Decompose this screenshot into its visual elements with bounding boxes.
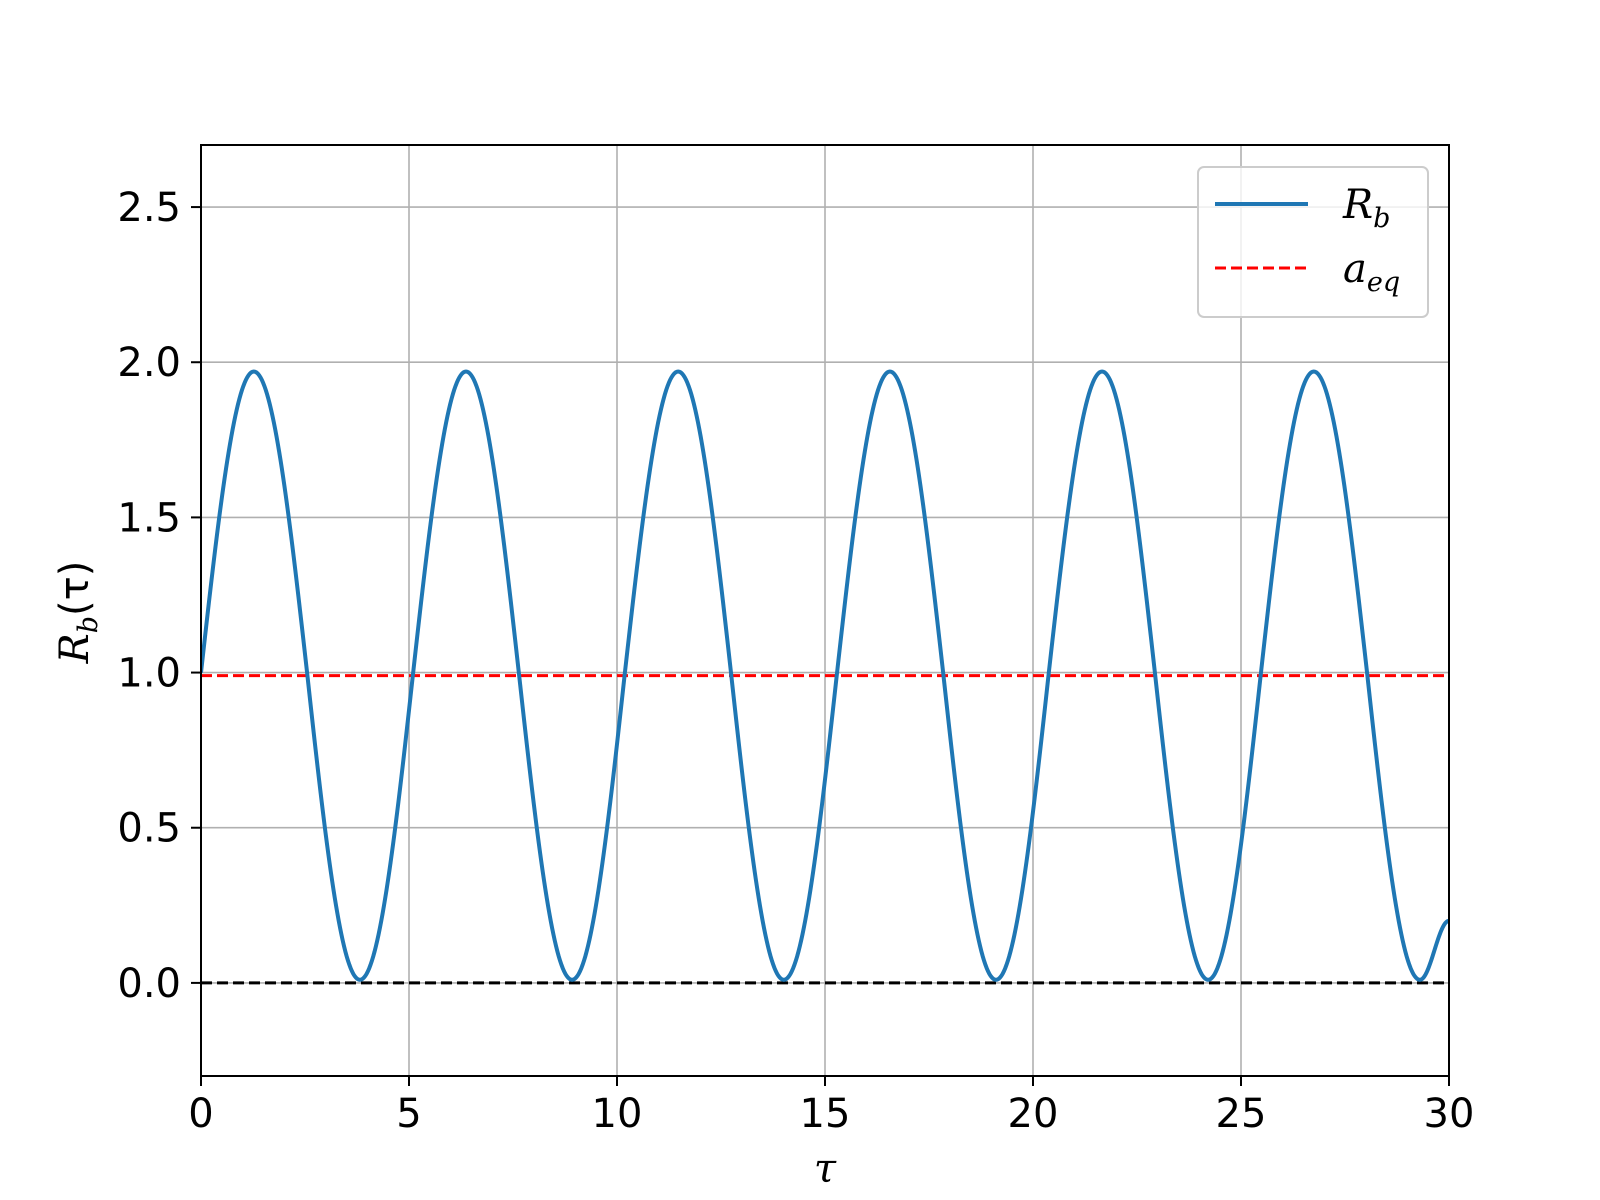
- x-tick-label: 0: [188, 1091, 213, 1137]
- series-r-b-line: [201, 369, 1449, 982]
- y-tick-label: 0.5: [117, 806, 181, 852]
- x-tick-label: 5: [396, 1091, 421, 1137]
- ticks: 0 5 10 15 20 25 30 0.0 0.5 1.0 1.5 2.0 2.5: [117, 185, 1474, 1137]
- x-tick-label: 30: [1424, 1091, 1475, 1137]
- legend: Rb aeq: [1197, 166, 1429, 318]
- x-tick-label: 10: [592, 1091, 643, 1137]
- y-tick-label: 0.0: [117, 961, 181, 1007]
- y-tick-label: 1.0: [117, 651, 181, 697]
- y-tick-label: 2.0: [117, 340, 181, 386]
- legend-label: Rb: [1342, 182, 1390, 234]
- x-tick-label: 20: [1008, 1091, 1059, 1137]
- y-tick-label: 1.5: [117, 495, 181, 541]
- x-tick-label: 25: [1216, 1091, 1267, 1137]
- x-tick-label: 15: [800, 1091, 851, 1137]
- y-axis-label: Rb(τ): [52, 561, 104, 665]
- plot-area: [201, 369, 1449, 985]
- x-axis-label: τ: [814, 1146, 837, 1192]
- y-tick-label: 2.5: [117, 185, 181, 231]
- legend-label: aeq: [1343, 246, 1400, 298]
